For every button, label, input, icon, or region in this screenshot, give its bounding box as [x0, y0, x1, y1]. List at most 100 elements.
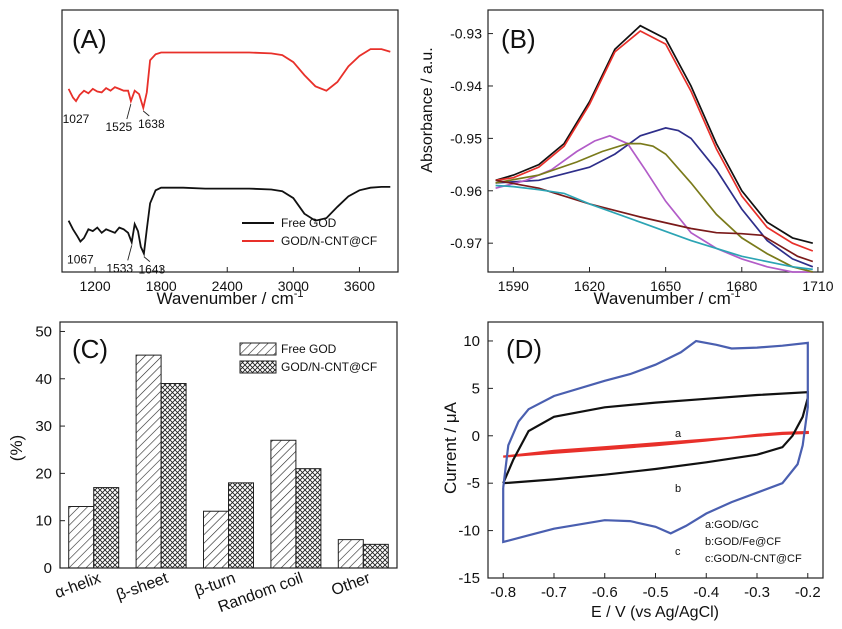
y-tick-label-1: -0.94 — [450, 78, 482, 94]
annotation-1067: 1067 — [67, 252, 94, 266]
series-line-5 — [495, 179, 814, 263]
series-line-b — [502, 391, 809, 485]
y-tick-label-4: -0.97 — [450, 235, 482, 251]
x-tick-label-1200: 1200 — [79, 278, 110, 294]
curve-label-a: a — [675, 428, 682, 440]
legend-label-god-ncnt: GOD/N-CNT@CF — [281, 234, 377, 248]
bar-free-god-2 — [203, 510, 229, 569]
curve-label-c: c — [675, 546, 681, 558]
x-tick-label-4: Other — [329, 570, 373, 600]
series-line-c — [502, 339, 809, 544]
series-line-3 — [495, 134, 813, 273]
curve-label-b: b — [675, 483, 681, 495]
x-tick-label-3600: 3600 — [344, 278, 375, 294]
bar-god-n-cnt-cf-3 — [295, 468, 322, 569]
y-tick-label-0: 10 — [463, 333, 480, 350]
y-tick-label-40: 40 — [35, 371, 52, 388]
y-tick-label-0: -0.93 — [450, 26, 482, 42]
bar-free-god-0 — [68, 506, 95, 569]
panel-c-ylabel: (%) — [7, 435, 26, 461]
x-tick-label-5: -0.3 — [744, 584, 770, 601]
x-tick-label-0: -0.8 — [490, 584, 516, 601]
y-tick-label-2: -0.95 — [450, 130, 482, 146]
panel-d-curve-labels: a b c — [675, 428, 682, 558]
x-tick-label-1710: 1710 — [802, 278, 833, 294]
annotation-1638: 1638 — [138, 117, 165, 131]
bar-free-god-3 — [270, 439, 297, 569]
series-line-1 — [495, 29, 814, 252]
annotation-1643: 1643 — [139, 263, 166, 277]
annotation-1027: 1027 — [63, 112, 90, 126]
series-line-0 — [495, 24, 814, 245]
x-tick-label-6: -0.2 — [795, 584, 821, 601]
annotation-arrow-1638 — [143, 110, 150, 117]
annotation-arrow-1525 — [126, 103, 132, 120]
panel-b-xlabel: Wavenumber / cm-1 — [593, 288, 740, 308]
y-tick-label-50: 50 — [35, 323, 52, 340]
x-tick-label-1620: 1620 — [574, 278, 605, 294]
panel-a-legend: Free GOD GOD/N-CNT@CF — [242, 216, 377, 248]
legend-b: b:GOD/Fe@CF — [705, 536, 781, 548]
annotation-1525: 1525 — [106, 120, 133, 134]
panel-a-frame — [61, 9, 399, 273]
x-tick-label-1: β-sheet — [114, 570, 171, 605]
series-line-2 — [495, 127, 814, 268]
y-tick-label-5: -15 — [458, 570, 480, 587]
annotation-1533: 1533 — [106, 261, 133, 275]
y-tick-label-2: 0 — [472, 428, 480, 445]
x-tick-label-3: -0.5 — [643, 584, 669, 601]
panel-b-frame — [487, 9, 824, 273]
series-line-4 — [495, 142, 814, 273]
panel-d: (D) -0.8 -0.7 -0.6 -0.5 -0.4 -0.3 -0.2 10 5 0 -5 -1… — [441, 321, 824, 621]
panel-d-legend: a:GOD/GC b:GOD/Fe@CF c:GOD/N-CNT@CF — [705, 519, 802, 565]
y-tick-label-1: 5 — [472, 380, 480, 397]
x-tick-label-2: -0.6 — [592, 584, 618, 601]
x-tick-label-1650: 1650 — [650, 278, 681, 294]
y-tick-label-4: -10 — [458, 523, 480, 540]
panel-a-label: (A) — [72, 24, 107, 54]
y-tick-label-10: 10 — [35, 513, 52, 530]
x-tick-label-3000: 3000 — [278, 278, 309, 294]
bar-god-n-cnt-cf-0 — [93, 487, 120, 569]
x-tick-label-1800: 1800 — [146, 278, 177, 294]
legend-swatch-free-god — [239, 342, 277, 356]
legend-c: c:GOD/N-CNT@CF — [705, 553, 802, 565]
panel-d-xlabel: E / V (vs Ag/AgCl) — [591, 604, 719, 621]
legend-label-free-god: Free GOD — [281, 342, 337, 356]
bar-god-n-cnt-cf-4 — [362, 543, 389, 569]
bar-free-god-1 — [135, 354, 162, 569]
y-tick-label-30: 30 — [35, 418, 52, 435]
panel-b-ylabel: Absorbance / a.u. — [419, 47, 436, 172]
y-tick-label-20: 20 — [35, 465, 52, 482]
bar-god-n-cnt-cf-1 — [160, 383, 187, 569]
x-tick-label-0: α-helix — [53, 570, 103, 602]
legend-swatch-god-ncnt — [239, 360, 277, 374]
y-tick-label-3: -0.96 — [450, 183, 482, 199]
series-line-free-god — [67, 186, 391, 257]
panel-a: (A) 1200 1800 2400 3000 3600 1027 1525 1638 106… — [61, 9, 399, 308]
bar-god-n-cnt-cf-2 — [228, 482, 254, 569]
series-line-god-n-cnt-cf — [67, 48, 391, 112]
legend-label-god-ncnt: GOD/N-CNT@CF — [281, 360, 377, 374]
panel-d-label: (D) — [506, 334, 542, 364]
annotation-arrow-1643 — [143, 256, 151, 262]
series-line-6 — [495, 184, 813, 271]
annotation-arrow-1533 — [127, 245, 133, 261]
x-tick-label-1680: 1680 — [726, 278, 757, 294]
bar-free-god-4 — [337, 539, 364, 569]
panel-c-label: (C) — [72, 334, 108, 364]
panel-b: (B) 1590 1620 1650 1680 1710 -0.93 -0.94 -0.95 -… — [419, 9, 834, 308]
legend-a: a:GOD/GC — [705, 519, 759, 531]
x-tick-label-2400: 2400 — [212, 278, 243, 294]
legend-label-free-god: Free GOD — [281, 216, 337, 230]
y-tick-label-3: -5 — [467, 475, 480, 492]
y-tick-label-0: 0 — [44, 560, 52, 577]
series-line-a — [503, 430, 809, 458]
panel-c-legend: Free GOD GOD/N-CNT@CF — [239, 342, 377, 374]
panel-a-xlabel: Wavenumber / cm-1 — [156, 288, 303, 308]
x-tick-label-1: -0.7 — [541, 584, 567, 601]
x-tick-label-1590: 1590 — [498, 278, 529, 294]
panel-d-ylabel: Current / μA — [441, 401, 460, 494]
